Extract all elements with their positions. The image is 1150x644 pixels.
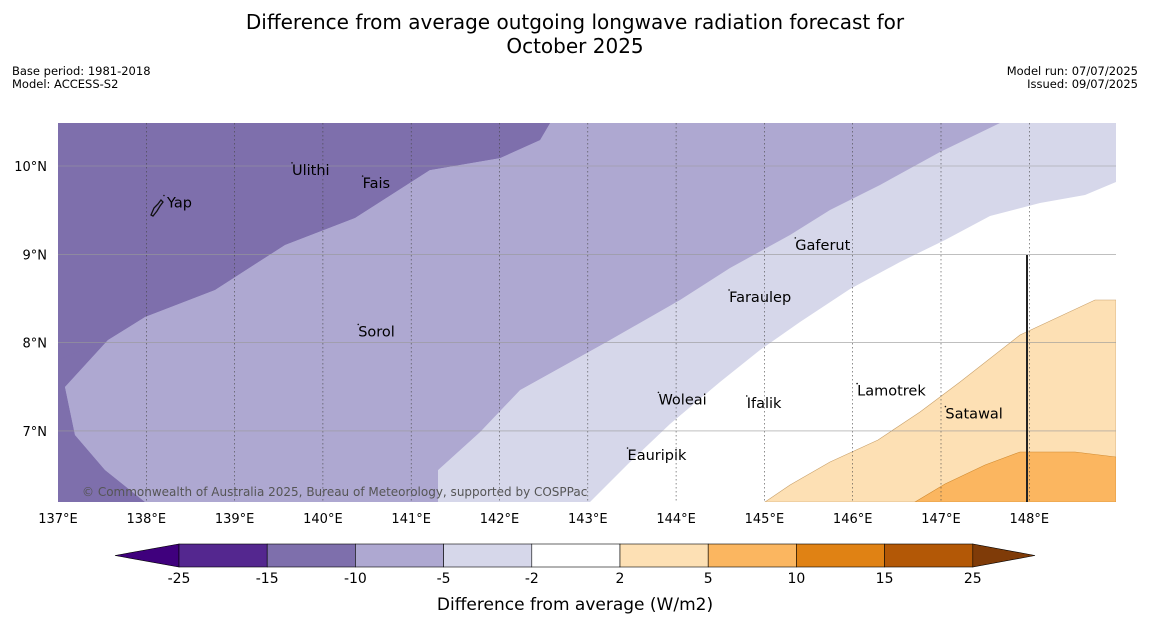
lon-tick-label: 143°E (568, 512, 608, 527)
place-label-faraulep: Faraulep (729, 290, 791, 306)
colorbar-segment (266, 543, 356, 568)
island-marker (163, 194, 165, 197)
colorbar-segment (796, 543, 885, 568)
title-line-1: Difference from average outgoing longwav… (245, 10, 905, 34)
anomaly-band-purple-top (58, 123, 550, 360)
place-label-gaferut: Gaferut (795, 238, 850, 254)
colorbar-segment (884, 543, 974, 568)
place-label-fais: Fais (363, 176, 390, 192)
island-marker (357, 323, 360, 326)
colorbar-tick-label: -25 (168, 571, 191, 587)
place-labels: Yap Ulithi Fais Gaferut Faraulep Sorol Lamotre… (163, 162, 1003, 464)
map-panel: © Commonwealth of Australia 2025, Bureau… (58, 123, 1116, 502)
longitude-tick-labels: 137°E 138°E 139°E 140°E 141°E 142°E 143°E 144°E… (38, 512, 1049, 527)
lon-tick-label: 140°E (303, 512, 343, 527)
lat-tick-label: 10°N (14, 160, 47, 175)
island-marker (794, 237, 797, 239)
latitude-tick-labels: 10°N 9°N 8°N 7°N (14, 160, 47, 440)
colorbar-tick-label: -10 (344, 571, 367, 587)
colorbar-segment (355, 543, 444, 568)
lon-tick-label: 145°E (745, 512, 785, 527)
colorbar-extend-low (114, 543, 180, 568)
lat-tick-label: 9°N (23, 248, 48, 263)
lon-tick-label: 142°E (480, 512, 520, 527)
colorbar-tick-label: 2 (616, 571, 625, 587)
island-marker (745, 395, 748, 397)
colorbar-tick-label: -5 (437, 571, 451, 587)
lon-tick-label: 146°E (833, 512, 873, 527)
title-line-2: October 2025 (506, 34, 644, 58)
colorbar-tick-label: -2 (525, 571, 539, 587)
island-marker (361, 175, 364, 177)
meta-left: Base period: 1981-2018 Model: ACCESS-S2 (12, 65, 151, 91)
place-label-yap: Yap (166, 196, 192, 212)
place-label-woleai: Woleai (658, 392, 706, 408)
island-marker (856, 382, 858, 385)
colorbar-tick-label: 15 (876, 571, 894, 587)
map-title: Difference from average outgoing longwav… (0, 10, 1150, 58)
place-label-ifalik: Ifalik (747, 396, 782, 412)
lat-gridlines (58, 165, 1116, 432)
lon-tick-label: 147°E (921, 512, 961, 527)
place-label-eauripik: Eauripik (628, 448, 687, 464)
colorbar-segment (707, 543, 797, 568)
colorbar-title: Difference from average (W/m2) (437, 595, 713, 615)
colorbar-segment (531, 543, 621, 568)
model-run: Model run: 07/07/2025 (1006, 64, 1138, 78)
yap-island-outline (150, 199, 164, 217)
anomaly-band-orange (914, 451, 1116, 502)
island-marker (657, 391, 660, 394)
meta-right: Model run: 07/07/2025 Issued: 09/07/2025 (1007, 65, 1138, 91)
base-period: Base period: 1981-2018 (12, 64, 151, 78)
island-marker (944, 405, 947, 408)
colorbar-segment (443, 543, 533, 568)
colorbar-segment (619, 543, 709, 568)
lon-tick-label: 141°E (391, 512, 431, 527)
place-label-lamotrek: Lamotrek (857, 384, 926, 400)
colorbar-tick-label: 25 (964, 571, 982, 587)
colorbar-tick-label: 5 (704, 571, 713, 587)
issued-date: Issued: 09/07/2025 (1027, 77, 1138, 91)
copyright-notice: © Commonwealth of Australia 2025, Bureau… (82, 485, 587, 499)
colorbar-tick-label: 10 (787, 571, 805, 587)
colorbar: -25 -15 -10 -5 -2 2 5 10 15 25 (114, 543, 1036, 587)
colorbar-tick-label: -15 (256, 571, 279, 587)
island-marker (728, 289, 730, 291)
lon-tick-label: 138°E (127, 512, 167, 527)
island-marker (626, 447, 629, 449)
model-name: Model: ACCESS-S2 (12, 77, 119, 91)
colorbar-extend-high (972, 543, 1036, 568)
place-label-sorol: Sorol (358, 324, 395, 340)
lat-tick-label: 8°N (23, 337, 48, 352)
island-marker (291, 162, 293, 164)
lon-tick-label: 144°E (656, 512, 696, 527)
gridlines (146, 123, 1030, 502)
place-label-satawal: Satawal (945, 407, 1002, 423)
lat-tick-label: 7°N (23, 425, 48, 440)
anomaly-band-light-orange (764, 299, 1116, 502)
anomaly-band-lavender-inner (65, 170, 610, 502)
place-label-ulithi: Ulithi (292, 163, 330, 179)
lon-tick-label: 137°E (38, 512, 78, 527)
lon-tick-label: 148°E (1010, 512, 1050, 527)
colorbar-segment (178, 543, 268, 568)
lon-tick-label: 139°E (215, 512, 255, 527)
